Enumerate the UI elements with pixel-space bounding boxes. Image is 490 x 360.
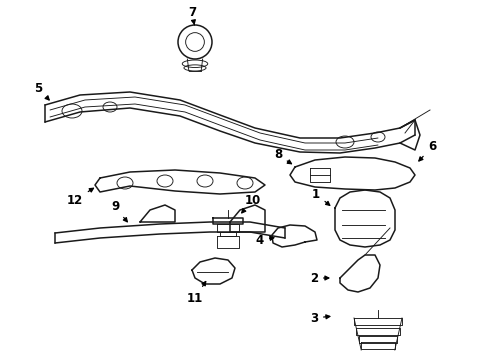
Text: 1: 1 bbox=[312, 188, 330, 205]
Text: 7: 7 bbox=[188, 6, 196, 25]
Text: 3: 3 bbox=[310, 311, 330, 324]
Text: 11: 11 bbox=[187, 282, 206, 305]
Text: 2: 2 bbox=[310, 271, 329, 284]
Text: 10: 10 bbox=[242, 194, 261, 213]
Text: 8: 8 bbox=[274, 148, 292, 164]
Text: 4: 4 bbox=[256, 234, 274, 247]
Text: 9: 9 bbox=[111, 201, 127, 222]
Text: 6: 6 bbox=[419, 140, 436, 161]
Text: 5: 5 bbox=[34, 81, 49, 100]
Text: 12: 12 bbox=[67, 188, 94, 207]
